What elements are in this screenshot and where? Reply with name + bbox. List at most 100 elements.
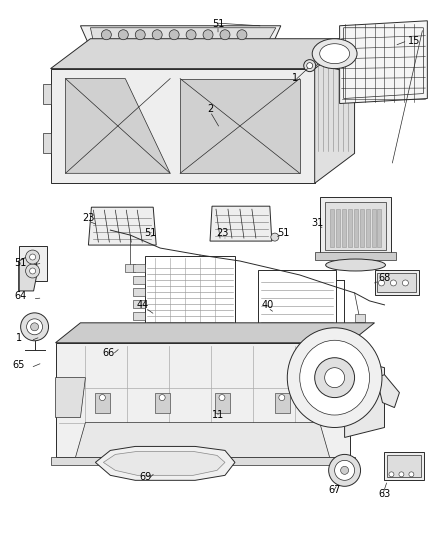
- Text: 67: 67: [328, 485, 340, 495]
- Circle shape: [237, 30, 246, 40]
- Polygon shape: [55, 323, 374, 343]
- Circle shape: [398, 472, 403, 477]
- Polygon shape: [314, 252, 396, 260]
- Circle shape: [219, 30, 230, 40]
- Bar: [354, 314, 364, 322]
- Ellipse shape: [319, 44, 349, 63]
- Bar: [374, 270, 418, 295]
- Text: 23: 23: [82, 213, 94, 223]
- Bar: [194, 277, 205, 285]
- Circle shape: [278, 394, 284, 401]
- Circle shape: [340, 466, 348, 474]
- Polygon shape: [133, 324, 145, 332]
- Polygon shape: [95, 447, 234, 480]
- Text: 51: 51: [144, 228, 156, 238]
- Polygon shape: [65, 78, 170, 173]
- Text: 51: 51: [277, 228, 290, 238]
- Circle shape: [186, 30, 196, 40]
- Circle shape: [152, 30, 162, 40]
- Bar: [377, 209, 381, 247]
- Bar: [341, 209, 345, 247]
- Text: 15: 15: [407, 36, 420, 46]
- Circle shape: [328, 455, 360, 486]
- Circle shape: [334, 461, 354, 480]
- Circle shape: [306, 63, 312, 69]
- Circle shape: [388, 472, 393, 477]
- Polygon shape: [133, 264, 145, 272]
- Ellipse shape: [299, 340, 369, 415]
- Circle shape: [219, 394, 224, 401]
- Polygon shape: [133, 288, 145, 296]
- Circle shape: [159, 394, 165, 401]
- Text: 1: 1: [291, 72, 297, 83]
- Circle shape: [378, 280, 384, 286]
- Ellipse shape: [325, 259, 385, 271]
- Polygon shape: [314, 37, 354, 69]
- Bar: [95, 393, 110, 413]
- Text: 23: 23: [215, 228, 228, 238]
- Polygon shape: [145, 256, 234, 338]
- Bar: [299, 291, 309, 299]
- Polygon shape: [344, 358, 384, 438]
- Bar: [371, 209, 374, 247]
- Circle shape: [31, 323, 39, 331]
- Text: 69: 69: [139, 472, 151, 482]
- Circle shape: [203, 30, 212, 40]
- Bar: [329, 209, 333, 247]
- Polygon shape: [180, 78, 299, 173]
- Circle shape: [118, 30, 128, 40]
- Text: 1: 1: [15, 333, 21, 343]
- Circle shape: [25, 264, 39, 278]
- Text: 51: 51: [211, 19, 224, 29]
- Bar: [155, 393, 170, 413]
- Circle shape: [27, 319, 42, 335]
- Bar: [384, 453, 424, 480]
- Text: 40: 40: [261, 300, 273, 310]
- Bar: [335, 209, 339, 247]
- Circle shape: [408, 472, 413, 477]
- Circle shape: [389, 280, 396, 286]
- Bar: [125, 264, 135, 272]
- Bar: [347, 209, 351, 247]
- Text: 31: 31: [311, 218, 323, 228]
- Circle shape: [25, 250, 39, 264]
- Text: 51: 51: [14, 258, 27, 268]
- Polygon shape: [18, 256, 36, 291]
- Bar: [324, 202, 385, 250]
- Circle shape: [303, 60, 315, 71]
- Ellipse shape: [311, 39, 356, 69]
- Bar: [319, 197, 391, 255]
- Text: 44: 44: [136, 300, 148, 310]
- Bar: [274, 393, 289, 413]
- Polygon shape: [42, 133, 50, 154]
- Polygon shape: [55, 343, 349, 457]
- Polygon shape: [55, 378, 85, 417]
- Polygon shape: [50, 39, 354, 69]
- Polygon shape: [133, 276, 145, 284]
- Polygon shape: [50, 69, 314, 183]
- Circle shape: [99, 394, 105, 401]
- Polygon shape: [18, 246, 46, 281]
- Bar: [377, 273, 415, 292]
- Polygon shape: [80, 26, 280, 44]
- Circle shape: [135, 30, 145, 40]
- Circle shape: [314, 358, 354, 398]
- Ellipse shape: [286, 328, 381, 427]
- Text: 11: 11: [212, 409, 224, 419]
- Polygon shape: [42, 84, 50, 103]
- Polygon shape: [314, 39, 354, 183]
- Polygon shape: [50, 457, 354, 465]
- Bar: [387, 455, 420, 478]
- Polygon shape: [327, 42, 361, 71]
- Text: 63: 63: [378, 489, 390, 499]
- Circle shape: [101, 30, 111, 40]
- Text: 2: 2: [206, 103, 213, 114]
- Polygon shape: [133, 300, 145, 308]
- Polygon shape: [257, 270, 335, 335]
- Polygon shape: [103, 451, 224, 475]
- Polygon shape: [339, 21, 426, 103]
- Circle shape: [21, 313, 49, 341]
- Circle shape: [270, 233, 278, 241]
- Bar: [215, 393, 230, 413]
- Polygon shape: [90, 28, 275, 42]
